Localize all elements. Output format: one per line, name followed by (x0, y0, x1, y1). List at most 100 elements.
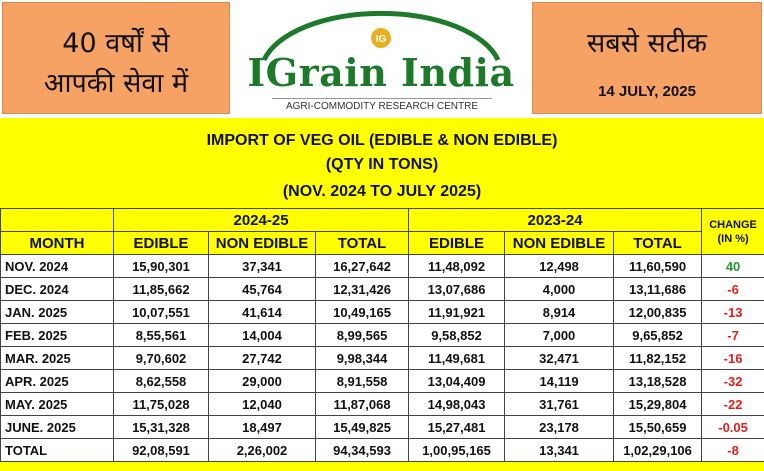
report-title: IMPORT OF VEG OIL (EDIBLE & NON EDIBLE) (206, 132, 558, 149)
tagline-line1: 40 वर्षों से (62, 28, 170, 59)
nonedible-2023-cell: 12,498 (504, 254, 615, 278)
nonedible-2024-cell: 29,000 (208, 369, 316, 393)
month-cell: JAN. 2025 (0, 300, 114, 324)
report-period: (NOV. 2024 TO JULY 2025) (282, 183, 482, 200)
change-cell: 40 (701, 254, 764, 278)
nonedible-2023-cell: 4,000 (504, 277, 615, 301)
month-cell: APR. 2025 (0, 369, 114, 393)
table-body: NOV. 2024 15,90,301 37,341 16,27,642 11,48,0… (0, 254, 764, 462)
change-cell: -22 (701, 392, 764, 416)
edible-2024-cell: 8,62,558 (113, 369, 209, 393)
total-2024-cell: 94,34,593 (314, 438, 410, 462)
total-2024-cell: 11,87,068 (314, 392, 410, 416)
total-2024-cell: 16,27,642 (314, 254, 410, 278)
edible-2023-cell: 1,00,95,165 (408, 438, 506, 462)
col-month: MONTH (0, 231, 114, 255)
month-cell: MAR. 2025 (0, 346, 114, 370)
table-row: APR. 2025 8,62,558 29,000 8,91,558 13,04,409… (0, 369, 764, 393)
table-row: NOV. 2024 15,90,301 37,341 16,27,642 11,48,0… (0, 254, 764, 278)
report-panel: IMPORT OF VEG OIL (EDIBLE & NON EDIBLE) … (0, 118, 764, 471)
edible-2023-cell: 15,27,481 (408, 415, 506, 439)
tagline-line2: आपकी सेवा में (43, 68, 189, 99)
edible-2024-cell: 11,75,028 (113, 392, 209, 416)
change-head-line1: CHANGE (709, 218, 757, 231)
table-row: FEB. 2025 8,55,561 14,004 8,99,565 9,58,852 7… (0, 323, 764, 347)
nonedible-2023-cell: 31,761 (504, 392, 615, 416)
edible-2024-cell: 8,55,561 (113, 323, 209, 347)
import-table: 2024-25 2023-24 CHANGE (IN %) MONTH EDIB… (0, 208, 764, 462)
edible-2023-cell: 11,48,092 (408, 254, 506, 278)
edible-2023-cell: 9,58,852 (408, 323, 506, 347)
edible-2024-cell: 9,70,602 (113, 346, 209, 370)
total-2023-cell: 11,60,590 (613, 254, 703, 278)
edible-2024-cell: 92,08,591 (113, 438, 209, 462)
date-box: सबसे सटीक 14 JULY, 2025 (532, 2, 762, 114)
nonedible-2023-cell: 7,000 (504, 323, 615, 347)
col-edible-2: EDIBLE (408, 231, 506, 255)
month-cell: JUNE. 2025 (0, 415, 114, 439)
total-2023-cell: 15,29,804 (613, 392, 703, 416)
logo: IG IGrain India AGRI-COMMODITY RESEARCH … (234, 2, 528, 116)
year2-head: 2023-24 (408, 208, 703, 232)
svg-text:IG: IG (376, 34, 387, 45)
month-cell: DEC. 2024 (0, 277, 114, 301)
change-cell: -13 (701, 300, 764, 324)
tagline-box: 40 वर्षों से आपकी सेवा में (2, 2, 230, 114)
edible-2024-cell: 11,85,662 (113, 277, 209, 301)
month-cell: NOV. 2024 (0, 254, 114, 278)
edible-2023-cell: 14,98,043 (408, 392, 506, 416)
total-row: TOTAL 92,08,591 2,26,002 94,34,593 1,00,95,1… (0, 438, 764, 462)
nonedible-2023-cell: 23,178 (504, 415, 615, 439)
nonedible-2024-cell: 18,497 (208, 415, 316, 439)
nonedible-2024-cell: 27,742 (208, 346, 316, 370)
nonedible-2023-cell: 14,119 (504, 369, 615, 393)
change-cell: -7 (701, 323, 764, 347)
table-row: JUNE. 2025 15,31,328 18,497 15,49,825 15,27,… (0, 415, 764, 439)
report-date: 14 JULY, 2025 (598, 83, 696, 100)
edible-2024-cell: 15,31,328 (113, 415, 209, 439)
change-head-line2: (IN %) (717, 232, 749, 245)
col-nonedible-1: NON EDIBLE (208, 231, 316, 255)
nonedible-2024-cell: 12,040 (208, 392, 316, 416)
month-cell: FEB. 2025 (0, 323, 114, 347)
month-cell: MAY. 2025 (0, 392, 114, 416)
total-2024-cell: 10,49,165 (314, 300, 410, 324)
col-nonedible-2: NON EDIBLE (504, 231, 615, 255)
total-2024-cell: 12,31,426 (314, 277, 410, 301)
total-2023-cell: 11,82,152 (613, 346, 703, 370)
table-row: DEC. 2024 11,85,662 45,764 12,31,426 13,07,6… (0, 277, 764, 301)
total-2023-cell: 1,02,29,106 (613, 438, 703, 462)
total-2024-cell: 9,98,344 (314, 346, 410, 370)
table-row: MAR. 2025 9,70,602 27,742 9,98,344 11,49,681… (0, 346, 764, 370)
nonedible-2023-cell: 8,914 (504, 300, 615, 324)
edible-2023-cell: 13,07,686 (408, 277, 506, 301)
nonedible-2023-cell: 13,341 (504, 438, 615, 462)
change-cell: -8 (701, 438, 764, 462)
month-cell: TOTAL (0, 438, 114, 462)
total-2023-cell: 9,65,852 (613, 323, 703, 347)
edible-2023-cell: 11,91,921 (408, 300, 506, 324)
header: 40 वर्षों से आपकी सेवा में IG IGrain Ind… (0, 0, 764, 120)
edible-2024-cell: 15,90,301 (113, 254, 209, 278)
nonedible-2024-cell: 37,341 (208, 254, 316, 278)
table-row: MAY. 2025 11,75,028 12,040 11,87,068 14,98,0… (0, 392, 764, 416)
nonedible-2024-cell: 45,764 (208, 277, 316, 301)
total-2024-cell: 8,91,558 (314, 369, 410, 393)
total-2023-cell: 12,00,835 (613, 300, 703, 324)
blank-head (0, 208, 114, 232)
total-2023-cell: 15,50,659 (613, 415, 703, 439)
nonedible-2024-cell: 41,614 (208, 300, 316, 324)
accuracy-title: सबसे सटीक (586, 28, 708, 59)
total-2023-cell: 13,11,686 (613, 277, 703, 301)
edible-2023-cell: 13,04,409 (408, 369, 506, 393)
logo-subtitle: AGRI-COMMODITY RESEARCH CENTRE (272, 98, 492, 112)
change-cell: -16 (701, 346, 764, 370)
change-cell: -32 (701, 369, 764, 393)
col-total-1: TOTAL (314, 231, 410, 255)
total-2024-cell: 8,99,565 (314, 323, 410, 347)
edible-2024-cell: 10,07,551 (113, 300, 209, 324)
nonedible-2024-cell: 2,26,002 (208, 438, 316, 462)
change-cell: -6 (701, 277, 764, 301)
nonedible-2023-cell: 32,471 (504, 346, 615, 370)
total-2024-cell: 15,49,825 (314, 415, 410, 439)
